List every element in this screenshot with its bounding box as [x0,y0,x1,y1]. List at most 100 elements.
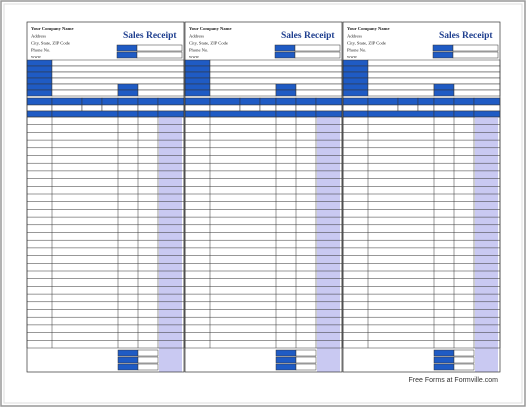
page-inner-border [3,3,523,404]
field-cell [367,71,501,79]
header-cell [26,97,53,106]
company-name: Your Company Name [189,26,232,31]
field-cell [51,83,119,91]
field-cell [453,89,501,97]
label-cell [184,65,211,73]
header-cell [367,110,435,118]
field-cell [209,83,277,91]
field-cell [453,349,475,357]
header-cell [397,97,419,106]
field-cell [137,363,159,371]
header-field [26,104,53,112]
field-cell [51,59,185,67]
city: City, State, ZIP Code [189,41,228,47]
header-field [239,104,261,112]
field-cell [294,44,341,52]
field-cell [136,51,183,59]
header-field [51,104,83,112]
header-field [117,104,139,112]
label-cell [433,356,455,364]
header-cell [417,97,435,106]
label-cell [184,77,211,85]
header-field [397,104,419,112]
header-field [184,104,211,112]
label-cell [117,356,139,364]
header-cell [315,110,343,118]
header-field [295,104,317,112]
header-cell [157,110,185,118]
header-field [101,104,119,112]
field-cell [453,363,475,371]
header-cell [137,110,159,118]
label-cell [342,83,369,91]
label-cell [432,44,454,52]
phone: Phone No. [347,48,366,53]
label-cell [342,59,369,67]
label-cell [433,349,455,357]
field-cell [367,77,501,85]
field-cell [51,89,119,97]
header-cell [295,110,317,118]
city: City, State, ZIP Code [31,41,70,47]
field-cell [453,83,501,91]
label-cell [433,83,455,91]
field-cell [367,83,435,91]
website: www [189,54,200,59]
header-field [417,104,435,112]
label-cell [26,89,53,97]
header-cell [275,97,297,106]
header-cell [295,97,317,106]
label-cell [117,363,139,371]
field-cell [295,83,343,91]
label-cell [274,51,296,59]
header-field [81,104,103,112]
field-cell [137,349,159,357]
label-cell [116,51,138,59]
label-cell [342,65,369,73]
field-cell [367,89,435,97]
label-cell [342,71,369,79]
header-cell [433,97,455,106]
header-field [433,104,455,112]
company-name: Your Company Name [347,26,390,31]
header-field [157,104,185,112]
amount-shade [159,117,182,372]
header-cell [117,110,139,118]
amount-shade [475,117,498,372]
receipt-border [342,21,501,373]
label-cell [275,89,297,97]
receipt-title: Sales Receipt [281,31,335,41]
field-cell [209,77,343,85]
label-cell [275,356,297,364]
label-cell [26,59,53,67]
header-cell [367,97,399,106]
field-cell [137,356,159,364]
header-cell [117,97,139,106]
label-cell [432,51,454,59]
header-cell [184,97,211,106]
website: www [31,54,42,59]
receipt-border [184,21,343,373]
address: Address [189,34,204,39]
field-cell [295,89,343,97]
header-cell [259,97,277,106]
label-cell [342,89,369,97]
header-field [342,104,369,112]
header-field [473,104,501,112]
field-cell [452,44,499,52]
header-field [137,104,159,112]
amount-shade [317,117,340,372]
header-cell [209,97,241,106]
field-cell [136,44,183,52]
header-cell [209,110,277,118]
field-cell [137,89,185,97]
label-cell [117,83,139,91]
receipt-title: Sales Receipt [439,31,493,41]
header-field [275,104,297,112]
header-cell [184,110,211,118]
label-cell [433,89,455,97]
receipt-title: Sales Receipt [123,31,177,41]
label-cell [184,83,211,91]
header-cell [433,110,455,118]
